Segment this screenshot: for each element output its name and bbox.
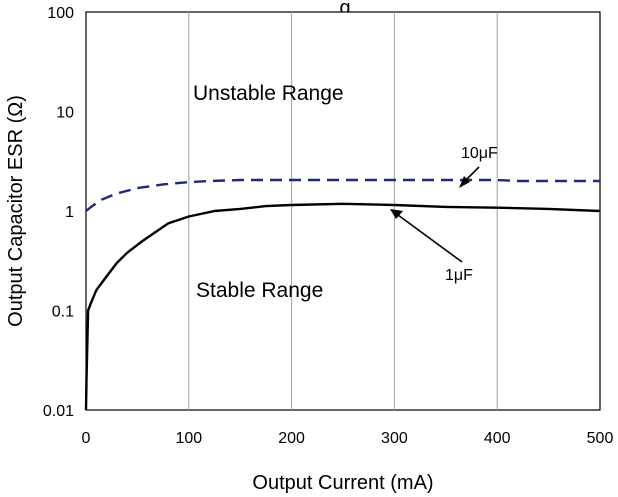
y-tick-label: 10 xyxy=(56,105,74,122)
y-tick-label: 0.1 xyxy=(52,304,74,321)
x-tick-label: 500 xyxy=(587,430,614,447)
series-label-1uf: 1μF xyxy=(445,267,473,284)
region-label-stable: Stable Range xyxy=(196,279,323,302)
series-line-10uf xyxy=(85,178,600,212)
series-line-1uf xyxy=(84,202,601,411)
arrow-10uf xyxy=(459,166,480,188)
series-label-10uf: 10μF xyxy=(461,145,498,162)
y-tick-label: 0.01 xyxy=(43,403,74,420)
x-tick-label: 100 xyxy=(175,430,202,447)
y-tick-label: 100 xyxy=(47,5,74,22)
y-axis-title: Output Capacitor ESR (Ω) xyxy=(5,95,27,327)
x-axis-title: Output Current (mA) xyxy=(252,472,433,494)
x-tick-label: 300 xyxy=(381,430,408,447)
series-lines xyxy=(84,178,601,411)
y-tick-label: 1 xyxy=(65,204,74,221)
arrow-1uf xyxy=(390,209,463,263)
x-tick-label: 0 xyxy=(82,430,91,447)
tick-labels: 0 100 200 300 400 500 0.01 0.1 1 10 100 xyxy=(43,5,614,447)
x-tick-label: 200 xyxy=(278,430,305,447)
chart-title-fragment: g xyxy=(339,0,350,19)
grid-lines xyxy=(188,12,498,410)
plot-area xyxy=(85,11,601,411)
region-label-unstable: Unstable Range xyxy=(193,82,344,105)
x-tick-label: 400 xyxy=(484,430,511,447)
